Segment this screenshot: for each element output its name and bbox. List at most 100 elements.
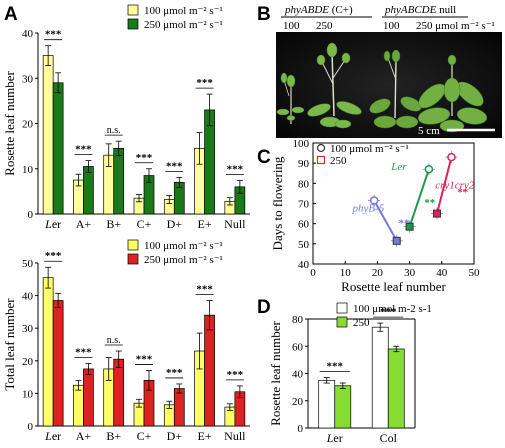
significance-label: n.s.: [107, 335, 121, 346]
x-tick-label: 0: [310, 267, 316, 279]
significance-label: n.s.: [107, 125, 121, 136]
legend-swatch: [127, 253, 139, 265]
bar: [73, 384, 84, 427]
photo-left-suffix: (C+): [329, 4, 353, 16]
series-label: cry1cry2: [435, 179, 475, 191]
legend-label: 100 μmol m⁻² s⁻¹: [144, 240, 223, 252]
legend-marker: [316, 143, 326, 153]
y-tick-label: 40: [22, 291, 34, 303]
series-line: [436, 156, 453, 214]
category-label: D+: [167, 429, 183, 443]
bar: [387, 348, 405, 429]
category-label: E+: [198, 217, 212, 231]
significance-label: ***: [45, 29, 62, 41]
category-label: A+: [76, 429, 92, 443]
y-axis-label: Rosette leaf number: [2, 70, 17, 175]
plant-phyabcde-100: [369, 49, 422, 129]
legend-label: 100 μmol m-2 s-1: [353, 303, 432, 315]
legend-marker: [316, 155, 326, 165]
photo-left-genotype: phyABDE: [284, 4, 329, 16]
category-label: E+: [198, 429, 212, 443]
bar: [52, 300, 64, 427]
category-label: D+: [167, 217, 183, 231]
plant-phyabcde-250: [417, 54, 488, 133]
panel-letter-d: D: [257, 297, 271, 318]
y-tick-label: 50: [298, 239, 310, 251]
series-significance: **: [424, 197, 436, 209]
y-tick-label: 20: [22, 119, 34, 131]
photo-right-header: phyABCDE null: [384, 4, 456, 16]
category-label: B+: [106, 217, 121, 231]
total-leaf-bar-chart: 0 10 20 30 40 50 Total leaf number *** Ler *** A+ n…: [2, 239, 250, 443]
scale-bar-label: 5 cm: [418, 125, 440, 137]
significance-label: ***: [136, 354, 153, 366]
bar: [42, 277, 54, 427]
significance-label: ***: [45, 250, 62, 262]
y-tick-label: 100: [293, 138, 310, 150]
y-tick-label: 50: [22, 258, 34, 270]
legend-swatch: [127, 4, 139, 16]
significance-label: ***: [227, 369, 244, 381]
significance-label: ***: [327, 361, 344, 373]
y-axis-label: Rosette leaf number: [268, 320, 283, 425]
bar: [52, 82, 64, 215]
photo-left-header: phyABDE (C+): [284, 4, 353, 16]
legend-swatch: [336, 302, 348, 314]
data-point: [424, 164, 434, 174]
y-tick-label: 10: [22, 164, 34, 176]
y-tick-label: 40: [298, 259, 310, 271]
y-axis-label: Total leaf number: [2, 298, 17, 391]
flowering-scatter-chart: 0 10 20 30 40 50 40 50 60 70 80 90 100 Days to flower…: [270, 138, 480, 294]
bar: [42, 55, 54, 215]
category-label: C+: [137, 429, 152, 443]
significance-label: ***: [166, 160, 183, 172]
y-tick-label: 40: [292, 369, 304, 381]
data-point: [405, 222, 414, 231]
y-tick-label: 0: [298, 423, 304, 435]
y-tick-label: 90: [298, 158, 310, 170]
x-tick-label: 40: [436, 267, 448, 279]
plant-photo-panel: phyABDE (C+) 100 250 phyABCDE null 100 2…: [276, 4, 502, 138]
y-tick-label: 80: [292, 314, 304, 326]
photo-right-values: 100 250 μmol m⁻² s⁻¹: [383, 20, 495, 32]
plant-phyabde-250: [307, 42, 362, 129]
photo-left-values: 100 250: [283, 20, 333, 32]
series-line: [408, 168, 430, 228]
y-tick-label: 60: [298, 219, 310, 231]
bar: [83, 368, 94, 427]
y-tick-label: 0: [28, 421, 34, 433]
bar: [204, 314, 215, 427]
y-tick-label: 30: [22, 73, 34, 85]
panel-letter-c: C: [257, 147, 271, 168]
category-label: Ler: [326, 431, 343, 445]
bar: [113, 148, 125, 215]
legend-label: 250: [353, 317, 370, 329]
y-tick-label: 0: [28, 209, 34, 221]
photo-right-suffix: null: [436, 4, 456, 16]
category-label: Ler: [44, 429, 61, 443]
legend-swatch: [336, 316, 348, 328]
y-tick-label: 10: [22, 388, 34, 400]
legend-swatch: [127, 18, 139, 30]
legend-label: 100 μmol m⁻² s⁻¹: [330, 143, 409, 155]
data-point: [432, 209, 441, 218]
significance-label: ***: [196, 283, 213, 295]
series-label: Ler: [390, 161, 407, 173]
y-tick-label: 60: [292, 341, 304, 353]
bar: [113, 358, 125, 427]
legend-label: 250 μmol m⁻² s⁻¹: [144, 254, 223, 266]
bar: [371, 326, 389, 429]
significance-label: ***: [196, 77, 213, 89]
bar: [318, 379, 336, 429]
series-significance: **: [398, 218, 410, 230]
x-tick-label: 50: [469, 267, 481, 279]
rosette-bar-chart: 0 10 20 30 40 Rosette leaf number *** Ler *** A+ n…: [2, 4, 250, 231]
significance-label: ***: [380, 306, 397, 318]
category-label: Null: [224, 429, 246, 443]
series-line: [373, 199, 398, 242]
y-axis-label: Days to flowering: [270, 156, 285, 250]
category-label: A+: [76, 217, 92, 231]
data-point: [369, 196, 379, 205]
y-tick-label: 80: [298, 178, 310, 190]
